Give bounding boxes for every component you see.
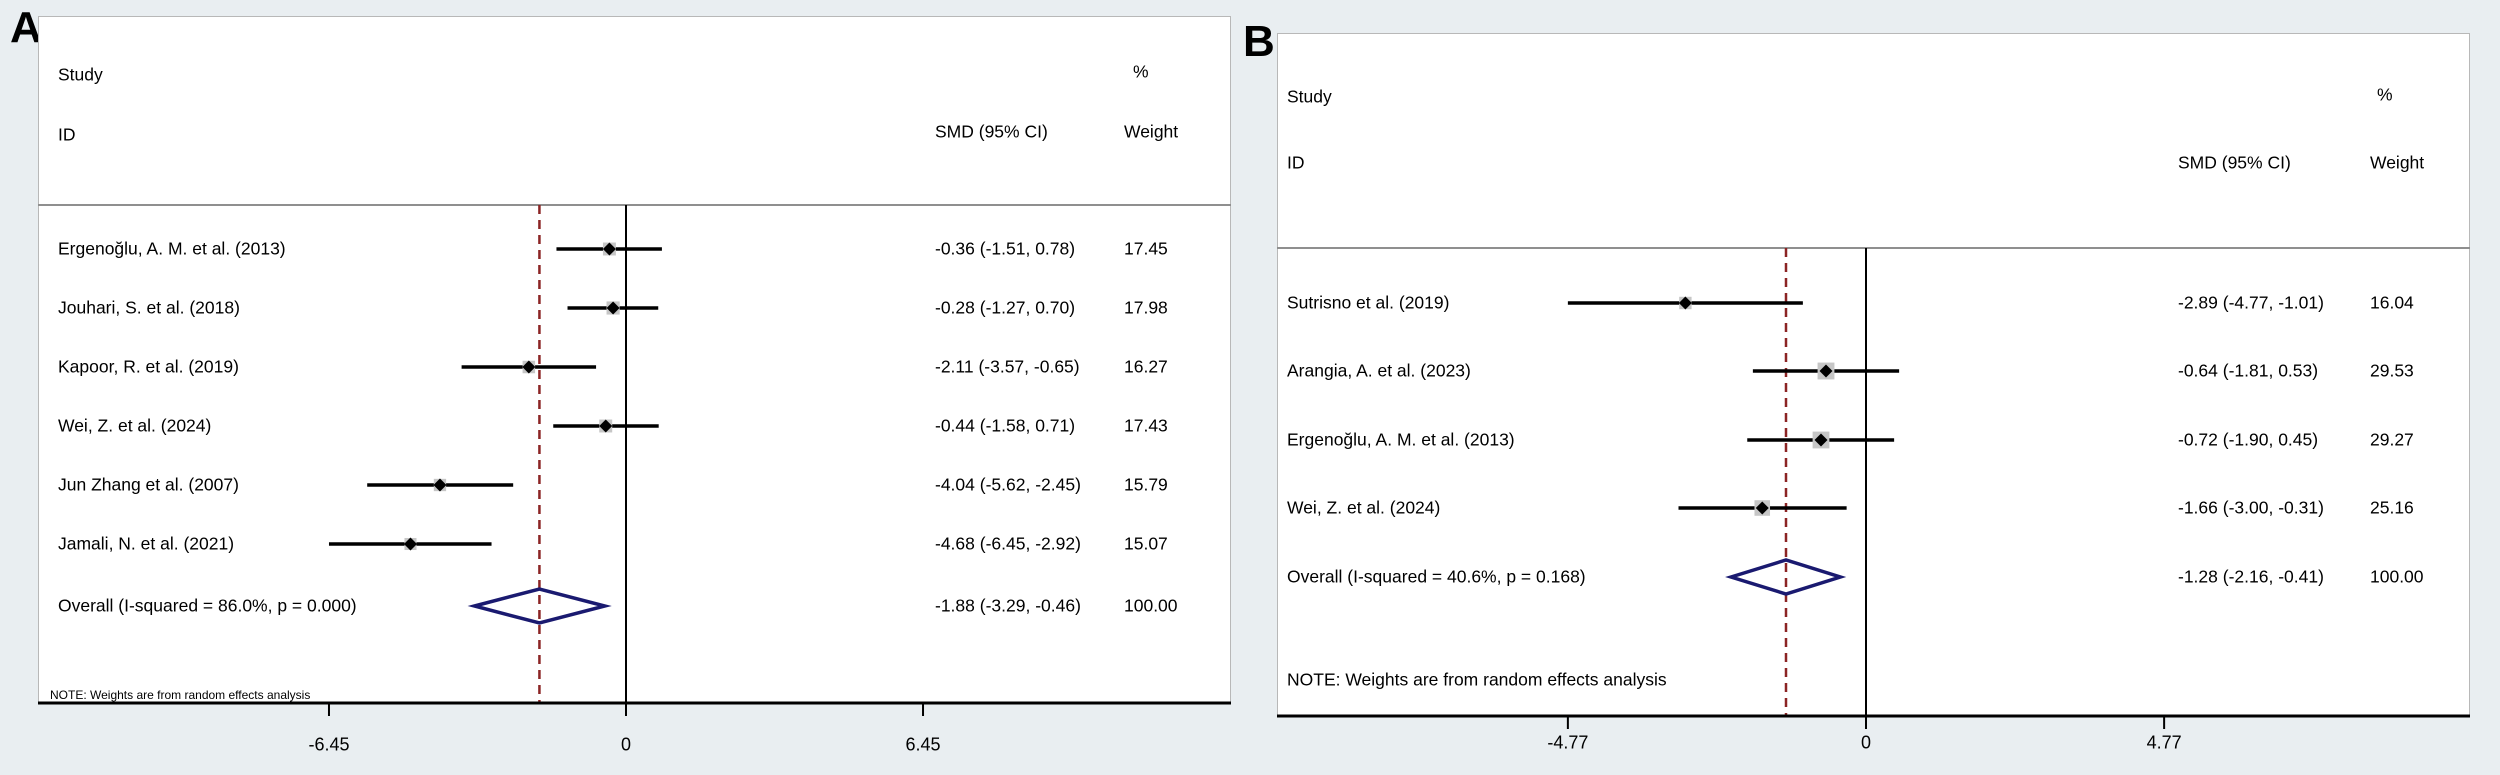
note-text-b: NOTE: Weights are from random effects an… xyxy=(1287,669,1667,690)
study-smd-value: -4.68 (-6.45, -2.92) xyxy=(935,533,1081,554)
study-weight-value: 15.07 xyxy=(1124,533,1168,554)
study-weight-value: 25.16 xyxy=(2370,497,2414,518)
overall-row-label: Overall (I-squared = 40.6%, p = 0.168) xyxy=(1287,566,1586,587)
axis-tick-label: 0 xyxy=(620,734,632,755)
study-weight-value: 17.98 xyxy=(1124,297,1168,318)
point-marker xyxy=(1755,501,1769,515)
column-header-id-a: ID xyxy=(58,124,76,145)
study-weight-value: 16.27 xyxy=(1124,356,1168,377)
point-marker xyxy=(1819,364,1833,378)
column-header-study-b: Study xyxy=(1287,86,1332,107)
column-header-study-a: Study xyxy=(58,64,103,85)
panel-b xyxy=(1277,33,2470,716)
point-marker xyxy=(602,242,616,256)
study-weight-value: 29.53 xyxy=(2370,360,2414,381)
column-header-weight-b: Weight xyxy=(2370,152,2425,173)
column-header-smd-a: SMD (95% CI) xyxy=(935,121,1048,142)
study-row-label: Ergenoğlu, A. M. et al. (2013) xyxy=(1287,429,1515,450)
point-marker xyxy=(1814,433,1828,447)
study-smd-value: -0.64 (-1.81, 0.53) xyxy=(2178,360,2319,381)
overall-smd-value: -1.28 (-2.16, -0.41) xyxy=(2178,566,2324,587)
axis-tick-label: -6.45 xyxy=(308,734,350,755)
panel-a-letter: A xyxy=(10,3,42,52)
axis-tick-label: -4.77 xyxy=(1547,732,1589,753)
study-weight-value: 16.04 xyxy=(2370,292,2414,313)
column-header-smd-b: SMD (95% CI) xyxy=(2178,152,2291,173)
study-weight-value: 15.79 xyxy=(1124,474,1168,495)
study-smd-value: -0.36 (-1.51, 0.78) xyxy=(935,238,1076,259)
study-smd-value: -0.28 (-1.27, 0.70) xyxy=(935,297,1076,318)
study-row-label: Wei, Z. et al. (2024) xyxy=(58,415,212,436)
point-marker xyxy=(599,419,613,433)
study-smd-value: -0.72 (-1.90, 0.45) xyxy=(2178,429,2319,450)
column-header-weight-a: Weight xyxy=(1124,121,1179,142)
study-row-label: Sutrisno et al. (2019) xyxy=(1287,292,1450,313)
study-weight-value: 17.43 xyxy=(1124,415,1168,436)
study-row-label: Jouhari, S. et al. (2018) xyxy=(58,297,240,318)
point-marker xyxy=(403,537,417,551)
overall-weight-value: 100.00 xyxy=(1124,595,1178,616)
point-marker xyxy=(606,301,620,315)
point-marker xyxy=(522,360,536,374)
study-row-label: Jun Zhang et al. (2007) xyxy=(58,474,239,495)
study-row-label: Wei, Z. et al. (2024) xyxy=(1287,497,1441,518)
overall-diamond xyxy=(1725,558,1847,596)
overall-smd-value: -1.88 (-3.29, -0.46) xyxy=(935,595,1081,616)
column-header-pct-a: % xyxy=(1133,61,1149,82)
study-row-label: Jamali, N. et al. (2021) xyxy=(58,533,235,554)
study-smd-value: -1.66 (-3.00, -0.31) xyxy=(2178,497,2324,518)
column-header-id-b: ID xyxy=(1287,152,1305,173)
study-weight-value: 17.45 xyxy=(1124,238,1168,259)
axis-tick-label: 6.45 xyxy=(905,734,941,755)
axis-tick-label: 0 xyxy=(1860,732,1872,753)
overall-row-label: Overall (I-squared = 86.0%, p = 0.000) xyxy=(58,595,357,616)
study-row-label: Kapoor, R. et al. (2019) xyxy=(58,356,239,377)
study-weight-value: 29.27 xyxy=(2370,429,2414,450)
column-header-pct-b: % xyxy=(2377,84,2393,105)
point-marker xyxy=(1678,296,1692,310)
point-marker xyxy=(433,478,447,492)
overall-weight-value: 100.00 xyxy=(2370,566,2424,587)
overall-diamond xyxy=(467,587,612,625)
study-smd-value: -0.44 (-1.58, 0.71) xyxy=(935,415,1076,436)
panel-b-letter: B xyxy=(1243,17,1275,66)
study-row-label: Arangia, A. et al. (2023) xyxy=(1287,360,1471,381)
study-smd-value: -4.04 (-5.62, -2.45) xyxy=(935,474,1081,495)
study-row-label: Ergenoğlu, A. M. et al. (2013) xyxy=(58,238,286,259)
note-text-a: NOTE: Weights are from random effects an… xyxy=(50,688,311,702)
panel-a xyxy=(38,16,1231,703)
study-smd-value: -2.11 (-3.57, -0.65) xyxy=(935,356,1080,377)
study-smd-value: -2.89 (-4.77, -1.01) xyxy=(2178,292,2324,313)
axis-tick-label: 4.77 xyxy=(2146,732,2182,753)
